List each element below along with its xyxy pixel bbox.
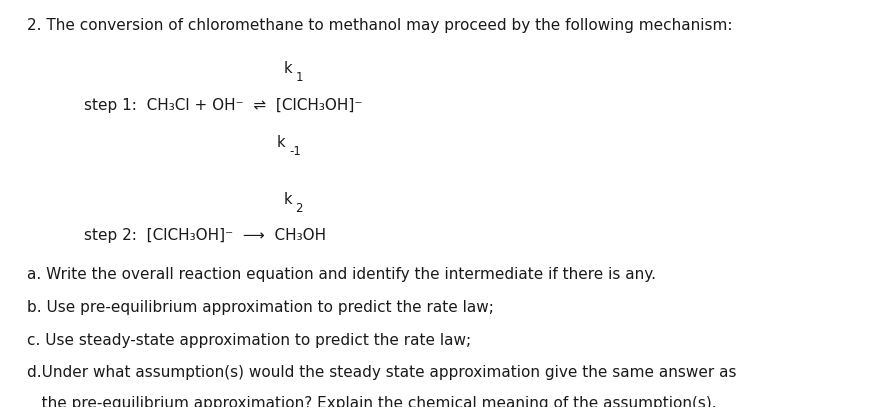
Text: k: k <box>283 192 292 207</box>
Text: 1: 1 <box>296 71 303 84</box>
Text: c. Use steady-state approximation to predict the rate law;: c. Use steady-state approximation to pre… <box>27 333 471 348</box>
Text: 2: 2 <box>296 202 303 215</box>
Text: 2. The conversion of chloromethane to methanol may proceed by the following mech: 2. The conversion of chloromethane to me… <box>27 18 732 33</box>
Text: b. Use pre-equilibrium approximation to predict the rate law;: b. Use pre-equilibrium approximation to … <box>27 300 494 315</box>
Text: the pre-equilibrium approximation? Explain the chemical meaning of the assumptio: the pre-equilibrium approximation? Expla… <box>27 396 716 407</box>
Text: -1: -1 <box>289 145 301 158</box>
Text: a. Write the overall reaction equation and identify the intermediate if there is: a. Write the overall reaction equation a… <box>27 267 656 282</box>
Text: step 1:  CH₃Cl + OH⁻  ⇌  [ClCH₃OH]⁻: step 1: CH₃Cl + OH⁻ ⇌ [ClCH₃OH]⁻ <box>84 98 363 113</box>
Text: d.Under what assumption(s) would the steady state approximation give the same an: d.Under what assumption(s) would the ste… <box>27 365 736 381</box>
Text: k: k <box>277 135 286 150</box>
Text: k: k <box>283 61 292 76</box>
Text: step 2:  [ClCH₃OH]⁻  ⟶  CH₃OH: step 2: [ClCH₃OH]⁻ ⟶ CH₃OH <box>84 228 327 243</box>
